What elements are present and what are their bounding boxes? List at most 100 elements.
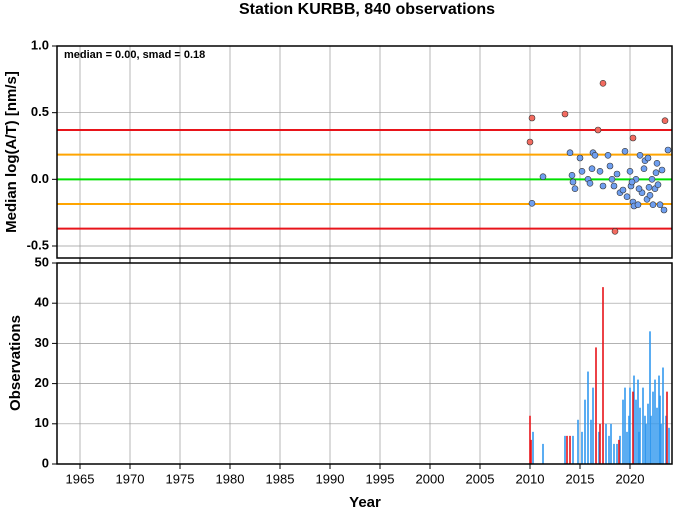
y-tick-label: 10 xyxy=(35,415,49,430)
bar xyxy=(644,415,646,464)
bar xyxy=(647,403,649,464)
bar xyxy=(660,423,662,464)
point xyxy=(623,193,631,200)
bar xyxy=(656,407,658,464)
point xyxy=(648,176,656,183)
y-axis-label: Observations xyxy=(7,315,24,411)
x-tick-label: 1990 xyxy=(316,471,345,486)
point xyxy=(636,152,644,159)
bar xyxy=(529,415,531,464)
bar xyxy=(564,435,566,464)
x-tick-label: 1995 xyxy=(366,471,395,486)
point xyxy=(645,184,653,191)
bar xyxy=(662,367,664,464)
point xyxy=(568,172,576,179)
bar xyxy=(598,431,600,464)
point xyxy=(599,80,607,87)
y-tick-label: 30 xyxy=(35,335,49,350)
bar xyxy=(628,415,630,464)
bar xyxy=(616,443,618,464)
bar xyxy=(637,379,639,464)
bar xyxy=(602,287,604,464)
bar xyxy=(629,387,631,464)
point xyxy=(646,192,654,199)
point xyxy=(660,206,668,214)
point xyxy=(644,154,652,162)
chart-title: Station KURBB, 840 observations xyxy=(239,1,495,18)
point xyxy=(594,126,602,134)
point xyxy=(566,149,574,156)
bar xyxy=(532,431,534,464)
bar xyxy=(584,399,586,464)
point xyxy=(561,110,569,118)
bar xyxy=(668,427,670,464)
point xyxy=(626,168,634,175)
bar xyxy=(530,439,532,464)
bar xyxy=(590,419,592,464)
point xyxy=(528,114,536,122)
point xyxy=(652,169,660,176)
point xyxy=(576,154,584,162)
point xyxy=(629,134,637,142)
point xyxy=(596,168,604,175)
bar xyxy=(613,443,615,464)
point xyxy=(528,200,536,207)
bar xyxy=(635,399,637,464)
bar xyxy=(622,399,624,464)
point xyxy=(526,138,534,146)
bar xyxy=(566,435,568,464)
point xyxy=(653,160,661,167)
bar xyxy=(645,423,647,464)
bar xyxy=(619,435,621,464)
bar xyxy=(649,331,651,464)
point xyxy=(635,185,643,192)
plot-frame xyxy=(56,45,673,259)
x-tick-label: 2000 xyxy=(416,471,445,486)
y-tick-label: 0.0 xyxy=(31,171,49,186)
bar xyxy=(666,391,668,464)
x-tick-label: 2005 xyxy=(466,471,495,486)
bar xyxy=(658,375,660,464)
point xyxy=(656,201,664,208)
point xyxy=(611,228,619,235)
x-tick-label: 1980 xyxy=(216,471,245,486)
bar xyxy=(642,387,644,464)
point xyxy=(613,170,621,178)
point xyxy=(539,173,547,180)
bar xyxy=(610,423,612,464)
bar xyxy=(650,415,652,464)
bar xyxy=(581,431,583,464)
x-tick-label: 1965 xyxy=(66,471,95,486)
bar xyxy=(626,431,628,464)
bar xyxy=(624,387,626,464)
bar xyxy=(632,391,634,464)
bar xyxy=(654,379,656,464)
point xyxy=(610,182,618,190)
x-tick-label: 1985 xyxy=(266,471,295,486)
point xyxy=(586,180,594,187)
point xyxy=(599,182,607,190)
x-tick-label: 2010 xyxy=(516,471,545,486)
point xyxy=(640,165,648,172)
bar xyxy=(638,431,640,464)
bar xyxy=(618,439,620,464)
point xyxy=(634,201,642,208)
bar xyxy=(572,435,574,464)
y-tick-label: -0.5 xyxy=(27,237,49,252)
point xyxy=(588,165,596,172)
y-axis-label: Median log(A/T) [nm/s] xyxy=(3,71,20,233)
x-axis-label: Year xyxy=(349,494,381,511)
point xyxy=(608,176,616,183)
y-tick-label: 0.5 xyxy=(31,104,49,119)
y-tick-label: 50 xyxy=(35,254,49,269)
point xyxy=(578,168,586,175)
bar xyxy=(577,419,579,464)
point xyxy=(658,166,666,174)
x-tick-label: 2015 xyxy=(566,471,595,486)
bar xyxy=(599,423,601,464)
y-tick-label: 20 xyxy=(35,375,49,390)
x-tick-label: 1970 xyxy=(116,471,145,486)
bar xyxy=(608,435,610,464)
x-tick-label: 1975 xyxy=(166,471,195,486)
